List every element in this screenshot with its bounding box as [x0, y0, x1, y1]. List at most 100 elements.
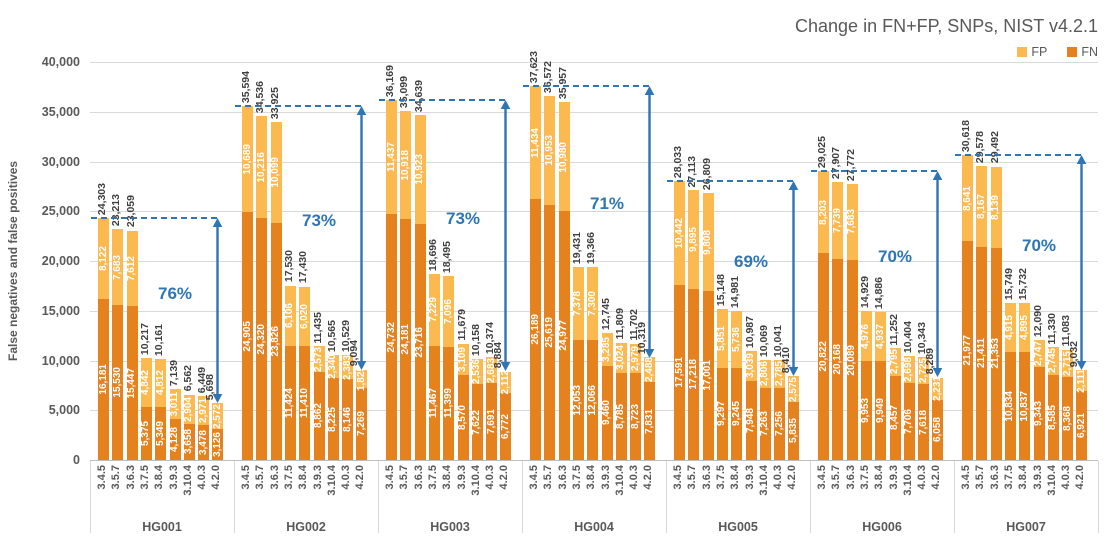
bar-segment-fp: 9,808 [702, 193, 714, 291]
bar-fn-value-label: 24,320 [255, 323, 267, 355]
bar-fn-value-label: 4,128 [169, 426, 180, 452]
bar-segment-fp: 5,736 [731, 310, 743, 369]
bar-fp-value-label: 2,112 [499, 369, 511, 395]
reduction-percent-label: 69% [733, 251, 769, 271]
y-tick-label: 15,000 [41, 303, 80, 318]
version-tick-label: 3.5.7 [974, 465, 987, 490]
bar-total-label: 29,492 [988, 131, 1001, 164]
bar-fn-value-label: 23,716 [414, 326, 426, 358]
bar-segment-fp: 4,937 [875, 311, 887, 362]
bar-fn-value-label: 20,822 [817, 341, 829, 372]
y-tick-label: 35,000 [41, 104, 80, 119]
bar-segment-fp: 3,024 [615, 342, 627, 373]
bar-fn-value-label: 7,948 [745, 407, 756, 433]
bar-fp-value-label: 10,099 [270, 157, 282, 188]
bar-fn-value-label: 3,126 [211, 431, 223, 457]
version-tick-label: 3.7.5 [1002, 465, 1015, 490]
bar-fp-value-label: 7,739 [831, 208, 843, 234]
bar-fn-value-label: 24,732 [385, 321, 397, 353]
bar-total-label: 10,158 [469, 323, 482, 356]
bar-total-label: 27,113 [686, 155, 699, 188]
bar-segment-fn: 7,622 [471, 384, 483, 460]
bar-fp-value-label: 7,229 [428, 297, 440, 323]
legend-item-fp: FP [1017, 45, 1047, 59]
bar-total-label: 11,679 [455, 309, 468, 341]
bar-total-label: 26,809 [700, 158, 713, 191]
bar-segment-fp: 7,229 [428, 273, 440, 346]
version-tick-label: 3.5.7 [398, 465, 411, 490]
version-tick-label: 3.6.3 [124, 465, 137, 490]
bar-segment-fp: 2,536 [471, 358, 483, 385]
reduction-percent-label: 76% [157, 283, 193, 303]
reduction-percent-label: 70% [877, 247, 913, 267]
bar-segment-fp: 7,300 [587, 267, 599, 340]
bar-total-label: 15,148 [714, 274, 727, 307]
bar-segment-fn: 9,343 [1033, 367, 1045, 460]
bar-total-label: 19,431 [570, 231, 583, 264]
version-tick-label: 3.10.4 [1045, 465, 1058, 496]
version-tick-label: 4.0.3 [340, 465, 353, 490]
bar-fn-value-label: 7,256 [773, 411, 785, 437]
version-tick-label: 3.6.3 [988, 465, 1001, 490]
bar-total-label: 35,099 [398, 75, 411, 108]
bar-segment-fp: 2,572 [212, 403, 224, 429]
bar-segment-fn: 17,218 [687, 288, 700, 460]
bar-fn-value-label: 11,410 [298, 388, 310, 419]
bar-fp-value-label: 3,285 [601, 337, 612, 363]
group-separator [522, 461, 523, 533]
group-label: HG001 [142, 520, 182, 534]
bar-fn-value-label: 17,218 [687, 359, 699, 390]
bar-segment-fn: 7,269 [356, 387, 368, 460]
bar-segment-fp: 7,683 [112, 229, 124, 306]
bar-total-label: 17,430 [297, 251, 310, 284]
bar-segment-fn: 11,399 [442, 346, 455, 460]
bar-segment-fn: 7,831 [644, 382, 656, 460]
version-tick-label: 3.9.3 [311, 465, 324, 490]
version-tick-label: 3.7.5 [714, 465, 727, 490]
bar-fp-value-label: 10,980 [558, 141, 570, 173]
bar-fn-value-label: 9,949 [874, 397, 886, 424]
bar-fn-value-label: 8,146 [341, 406, 353, 432]
gridline [90, 161, 1098, 163]
group-separator [1098, 461, 1099, 533]
bar-fp-value-label: 6,020 [298, 304, 310, 330]
y-tick-label: 25,000 [41, 204, 80, 219]
bar-segment-fn: 17,001 [702, 290, 714, 460]
plot-area: 16,181 8,122 24,303 15,530 7,683 23,213 15,447… [90, 51, 1098, 461]
reduction-dashed-line [523, 84, 649, 87]
bar-fp-value-label: 11,437 [385, 142, 397, 173]
version-tick-label: 3.8.4 [297, 465, 310, 490]
bar-total-label: 14,981 [729, 275, 742, 308]
bar-fn-value-label: 10,837 [1018, 390, 1030, 422]
version-tick-label: 3.10.4 [325, 465, 338, 496]
legend-item-fn: FN [1067, 45, 1098, 59]
group-label: HG006 [862, 520, 902, 534]
bar-segment-fp: 2,488 [644, 357, 656, 382]
bar-segment-fn: 16,181 [98, 299, 109, 460]
bar-segment-fn: 24,905 [242, 212, 253, 460]
reduction-dashed-line [955, 154, 1081, 157]
bar-fp-value-label: 2,340 [327, 354, 339, 380]
bar-total-label: 14,886 [873, 276, 886, 309]
bar-segment-fp: 10,918 [400, 110, 412, 220]
bar-segment-fn: 24,320 [255, 218, 268, 460]
bar-fp-value-label: 2,747 [1033, 340, 1044, 366]
bar-segment-fp: 6,020 [298, 286, 311, 347]
bar-total-label: 30,618 [960, 120, 972, 153]
bar-segment-fn: 8,225 [327, 378, 339, 460]
reduction-arrow [500, 100, 511, 372]
bar-total-label: 33,925 [268, 87, 281, 120]
bar-total-label: 28,033 [672, 145, 684, 179]
bar-fn-value-label: 5,835 [787, 418, 799, 444]
bar-total-label: 12,745 [599, 298, 612, 331]
version-tick-label: 4.0.3 [1060, 465, 1073, 490]
bar-total-label: 11,809 [613, 307, 626, 340]
reduction-dashed-line [235, 104, 361, 107]
bar-fp-value-label: 10,953 [543, 135, 555, 166]
bar-total-label: 18,495 [441, 240, 454, 273]
group-separator [810, 461, 811, 533]
reduction-arrow [644, 85, 655, 358]
version-tick-label: 3.8.4 [873, 465, 886, 490]
bar-segment-fn: 8,862 [313, 371, 325, 460]
bar-fn-value-label: 11,399 [442, 388, 454, 419]
